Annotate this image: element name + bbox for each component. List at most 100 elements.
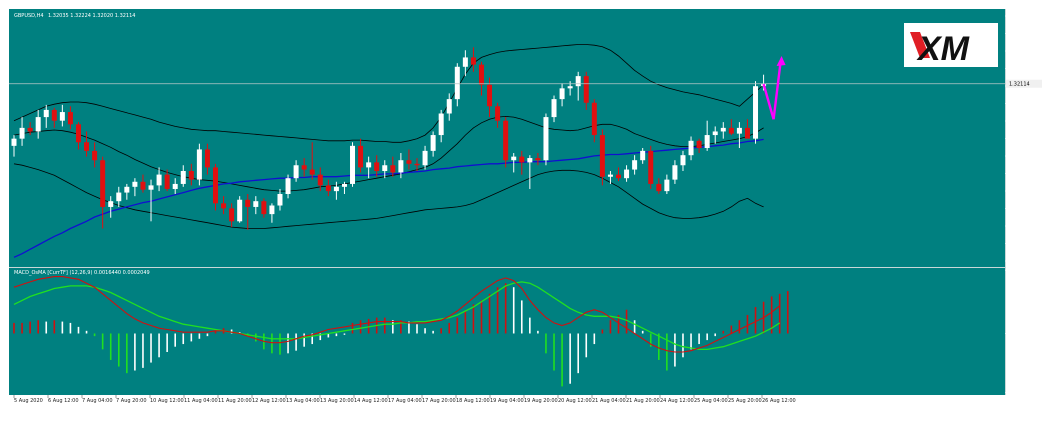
bearish-candle bbox=[390, 165, 396, 173]
time-tick-label: 26 Aug 12:00 bbox=[762, 398, 796, 404]
bullish-candle bbox=[624, 169, 630, 179]
bearish-candle bbox=[261, 201, 267, 215]
time-tick-label: 11 Aug 20:00 bbox=[218, 398, 252, 404]
price-tick-label: 1.32630 bbox=[1011, 49, 1032, 55]
bullish-candle bbox=[704, 135, 710, 148]
bullish-candle bbox=[132, 181, 138, 187]
bearish-candle bbox=[100, 160, 106, 207]
bullish-candle bbox=[543, 117, 549, 161]
moving-average-line bbox=[13, 138, 764, 258]
bearish-candle bbox=[301, 165, 307, 170]
bullish-candle bbox=[253, 201, 259, 207]
time-tick-label: 17 Aug 04:00 bbox=[388, 398, 422, 404]
bearish-candle bbox=[229, 208, 235, 222]
chart-title: GBPUSD,H4 bbox=[14, 13, 44, 19]
bullish-candle bbox=[293, 165, 299, 179]
bullish-candle bbox=[341, 183, 347, 187]
bullish-candle bbox=[285, 178, 291, 194]
time-tick-label: 13 Aug 20:00 bbox=[320, 398, 354, 404]
time-tick-label: 14 Aug 12:00 bbox=[354, 398, 388, 404]
macd-tick-label: -0.00445 bbox=[1011, 390, 1033, 396]
bearish-candle bbox=[358, 145, 364, 168]
price-tick-label: 1.31880 bbox=[1011, 102, 1032, 108]
bearish-candle bbox=[616, 174, 621, 179]
bullish-candle bbox=[680, 155, 686, 166]
bullish-candle bbox=[59, 112, 65, 121]
bullish-candle bbox=[19, 127, 25, 139]
macd-title: MACD_OsMA [CurrTF] (12,26,9) 0.0016440 0… bbox=[14, 270, 150, 276]
time-tick-label: 19 Aug 20:00 bbox=[524, 398, 558, 404]
bullish-candle bbox=[607, 174, 613, 177]
macd-pane bbox=[9, 268, 1005, 395]
bearish-candle bbox=[656, 183, 662, 192]
bullish-candle bbox=[567, 86, 573, 89]
bearish-candle bbox=[213, 167, 218, 204]
bearish-candle bbox=[728, 127, 734, 134]
bullish-candle bbox=[664, 179, 670, 192]
xm-logo-mark bbox=[910, 32, 930, 58]
bullish-candle bbox=[446, 99, 452, 114]
bearish-candle bbox=[164, 174, 170, 189]
bearish-candle bbox=[140, 181, 146, 190]
middle-band-line bbox=[13, 115, 764, 192]
xm-logo-text: XM bbox=[916, 30, 970, 68]
bullish-candle bbox=[180, 171, 186, 184]
bearish-candle bbox=[470, 57, 476, 65]
macd-signal-line bbox=[13, 281, 781, 351]
bearish-candle bbox=[188, 171, 194, 180]
bearish-candle bbox=[27, 127, 33, 132]
upper-band-line bbox=[13, 44, 764, 143]
bearish-candle bbox=[406, 160, 412, 164]
price-tick-label: 1.29870 bbox=[1011, 242, 1032, 248]
macd-axis-ticks: 0.00479 0.00 -0.00445 bbox=[1005, 268, 1033, 396]
bearish-candle bbox=[51, 109, 57, 121]
bearish-candle bbox=[221, 203, 227, 209]
bearish-candle bbox=[84, 142, 90, 151]
bullish-candle bbox=[350, 145, 356, 184]
bullish-candle bbox=[454, 66, 460, 100]
bullish-candle bbox=[720, 127, 726, 132]
bullish-candle bbox=[640, 150, 646, 161]
bullish-candle bbox=[632, 160, 638, 170]
macd-indicator bbox=[13, 276, 789, 387]
chart-ohlc-values: 1.32035 1.32224 1.32020 1.32114 bbox=[48, 13, 135, 19]
bearish-candle bbox=[648, 150, 654, 184]
price-tick-label: 1.29620 bbox=[1011, 259, 1032, 265]
time-tick-label: 20 Aug 12:00 bbox=[558, 398, 592, 404]
bullish-candle bbox=[422, 150, 428, 166]
macd-tick-label: 0.00479 bbox=[1011, 268, 1032, 274]
bollinger-bands bbox=[13, 44, 764, 229]
time-tick-label: 24 Aug 12:00 bbox=[660, 398, 694, 404]
bullish-candle bbox=[575, 76, 581, 87]
bearish-candle bbox=[75, 124, 81, 143]
bearish-candle bbox=[204, 149, 210, 168]
forecast-arrow bbox=[762, 56, 786, 120]
time-tick-label: 17 Aug 20:00 bbox=[422, 398, 456, 404]
bearish-candle bbox=[374, 162, 380, 171]
bullish-candle bbox=[366, 162, 372, 168]
time-tick-label: 13 Aug 04:00 bbox=[286, 398, 320, 404]
bullish-candle bbox=[124, 186, 130, 193]
bullish-candle bbox=[172, 183, 178, 189]
bearish-candle bbox=[583, 76, 589, 103]
bullish-candle bbox=[527, 158, 533, 163]
time-tick-label: 11 Aug 04:00 bbox=[184, 398, 218, 404]
bearish-candle bbox=[325, 185, 331, 192]
price-tick-label: 1.32380 bbox=[1011, 67, 1032, 73]
bearish-candle bbox=[744, 127, 750, 139]
time-tick-label: 25 Aug 20:00 bbox=[728, 398, 762, 404]
current-price-label: 1.32114 bbox=[1009, 82, 1030, 88]
bearish-candle bbox=[67, 112, 73, 125]
bullish-candle bbox=[35, 117, 41, 132]
forecast-arrow-down bbox=[762, 83, 775, 120]
time-tick-label: 21 Aug 04:00 bbox=[592, 398, 626, 404]
time-tick-label: 6 Aug 12:00 bbox=[48, 398, 79, 404]
bullish-candle bbox=[712, 131, 718, 136]
price-tick-label: 1.30875 bbox=[1011, 172, 1032, 178]
bearish-candle bbox=[696, 140, 702, 148]
candles bbox=[11, 47, 767, 230]
bearish-candle bbox=[245, 199, 251, 207]
price-tick-label: 1.31625 bbox=[1011, 119, 1032, 125]
